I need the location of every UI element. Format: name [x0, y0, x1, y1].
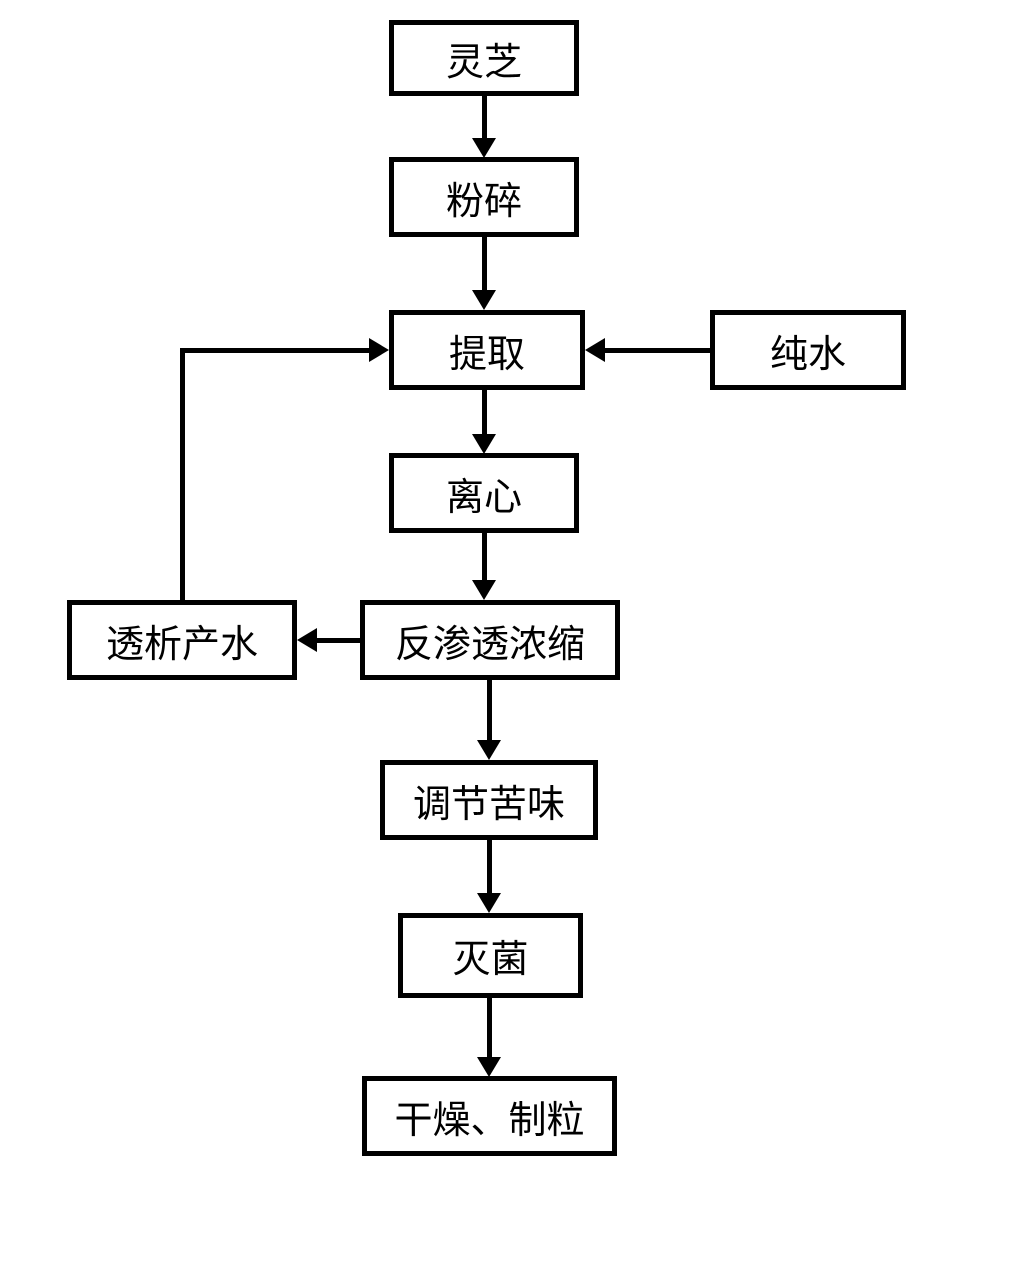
node-label: 灭菌 — [452, 928, 528, 983]
arrow-line — [482, 96, 487, 141]
node-label: 反渗透浓缩 — [395, 613, 585, 668]
arrow-line — [487, 840, 492, 896]
arrow-head-icon — [472, 290, 496, 310]
node-extract: 提取 — [389, 310, 585, 390]
arrow-head-icon — [472, 434, 496, 454]
node-label: 调节苦味 — [413, 773, 565, 828]
arrow-line — [482, 237, 487, 292]
node-label: 粉碎 — [446, 170, 522, 225]
arrow-line — [180, 348, 185, 600]
arrow-line — [180, 348, 370, 353]
node-lingzhi: 灵芝 — [389, 20, 579, 96]
node-label: 灵芝 — [446, 31, 522, 86]
arrow-head-icon — [585, 338, 605, 362]
arrow-line — [482, 533, 487, 583]
node-centrifuge: 离心 — [389, 453, 579, 533]
node-label: 干燥、制粒 — [394, 1089, 584, 1144]
node-label: 纯水 — [770, 323, 846, 378]
node-crush: 粉碎 — [389, 157, 579, 237]
arrow-line — [317, 638, 360, 643]
arrow-line — [605, 348, 710, 353]
node-reverse-osmosis: 反渗透浓缩 — [360, 600, 620, 680]
arrow-head-icon — [472, 138, 496, 158]
node-dry-granulate: 干燥、制粒 — [362, 1076, 617, 1156]
node-label: 透析产水 — [106, 613, 258, 668]
arrow-line — [487, 998, 492, 1060]
node-label: 离心 — [446, 466, 522, 521]
node-pure-water: 纯水 — [710, 310, 906, 390]
arrow-head-icon — [477, 1057, 501, 1077]
node-sterilize: 灭菌 — [398, 913, 583, 998]
flowchart-container: 灵芝 粉碎 提取 纯水 离心 透析产水 反渗透浓缩 调节苦味 灭菌 干燥、制粒 — [0, 0, 1019, 1287]
node-adjust-bitter: 调节苦味 — [380, 760, 598, 840]
arrow-head-icon — [472, 580, 496, 600]
node-label: 提取 — [449, 323, 525, 378]
node-dialysis-water: 透析产水 — [67, 600, 297, 680]
arrow-line — [487, 680, 492, 743]
arrow-head-icon — [477, 893, 501, 913]
arrow-head-icon — [477, 740, 501, 760]
arrow-head-icon — [369, 338, 389, 362]
arrow-head-icon — [297, 628, 317, 652]
arrow-line — [482, 390, 487, 437]
